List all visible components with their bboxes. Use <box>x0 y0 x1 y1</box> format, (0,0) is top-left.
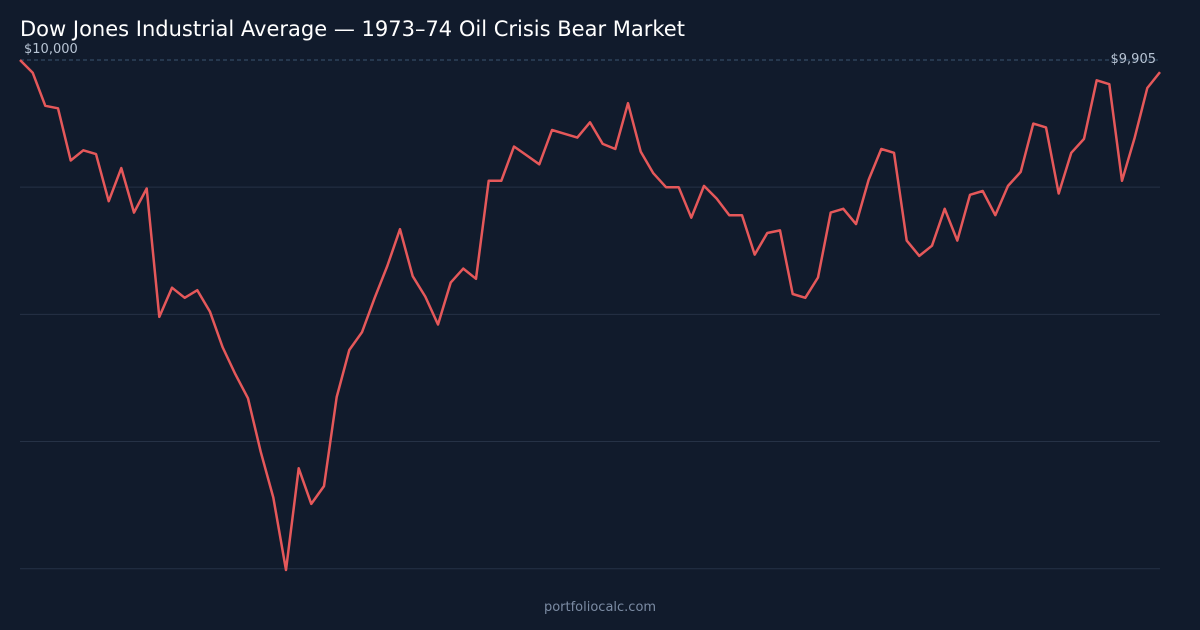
series-line <box>19 59 1161 572</box>
gridlines <box>20 186 1160 570</box>
end-value-label: $9,905 <box>1111 52 1157 67</box>
start-value-label: $10,000 <box>24 42 78 57</box>
chart-title: Dow Jones Industrial Average — 1973–74 O… <box>20 17 685 41</box>
footer-credit: portfoliocalc.com <box>543 600 657 615</box>
